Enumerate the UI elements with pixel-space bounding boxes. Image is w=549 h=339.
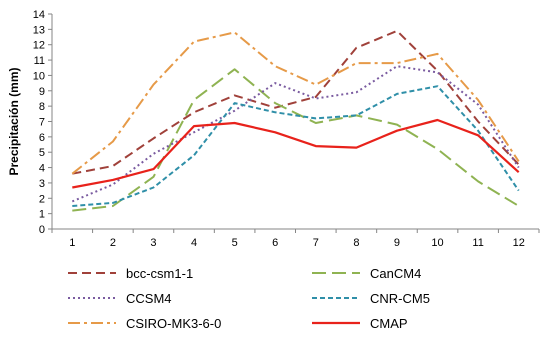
y-tick-label: 2 [39,193,45,205]
x-tick-label: 2 [110,237,116,249]
x-tick-label: 9 [394,237,400,249]
y-tick-label: 11 [34,55,45,67]
y-tick-label: 7 [39,117,45,129]
legend-label-cancm4: CanCM4 [370,266,421,281]
y-tick-label: 3 [39,178,45,190]
x-tick-label: 3 [150,237,156,249]
legend-label-csiro-mk3-6-0: CSIRO-MK3-6-0 [126,316,221,331]
legend-label-cmap: CMAP [370,316,408,331]
x-tick-label: 5 [232,237,238,249]
y-tick-label: 9 [39,86,45,98]
legend-label-bcc-csm1-1: bcc-csm1-1 [126,266,193,281]
x-tick-label: 7 [313,237,319,249]
series-line-ccsm4 [71,65,520,203]
y-tick-label: 13 [33,24,45,36]
y-tick-label: 5 [39,147,45,159]
series-line-bcc-csm1-1 [72,29,520,175]
x-tick-label: 10 [431,237,443,249]
y-tick-label: 8 [39,101,45,113]
series-line-cancm4 [72,68,520,212]
series-line-cmap [72,118,520,189]
series-line-csiro-mk3-6-0 [71,31,520,175]
x-tick-label: 8 [353,237,359,249]
legend-label-cnr-cm5: CNR-CM5 [370,291,430,306]
y-tick-label: 14 [33,9,45,21]
y-tick-label: 4 [39,163,45,175]
x-tick-label: 11 [472,237,483,249]
y-tick-label: 6 [39,132,45,144]
y-tick-label: 10 [33,70,45,82]
legend-label-ccsm4: CCSM4 [126,291,172,306]
series-lines [71,29,520,212]
series-line-cnr-cm5 [72,85,520,207]
y-tick-label: 12 [33,40,45,52]
x-tick-label: 4 [191,237,197,249]
y-axis-title: Precipitación (mm) [7,67,21,175]
y-tick-label: 1 [39,209,45,221]
x-tick-label: 1 [69,237,75,249]
x-tick-label: 6 [272,237,278,249]
x-tick-label: 12 [513,237,525,249]
legend: bcc-csm1-1 CanCM4 CCSM4 CNR-CM5 CSIRO-MK3-6-… [68,266,430,331]
y-tick-label: 0 [39,224,45,236]
